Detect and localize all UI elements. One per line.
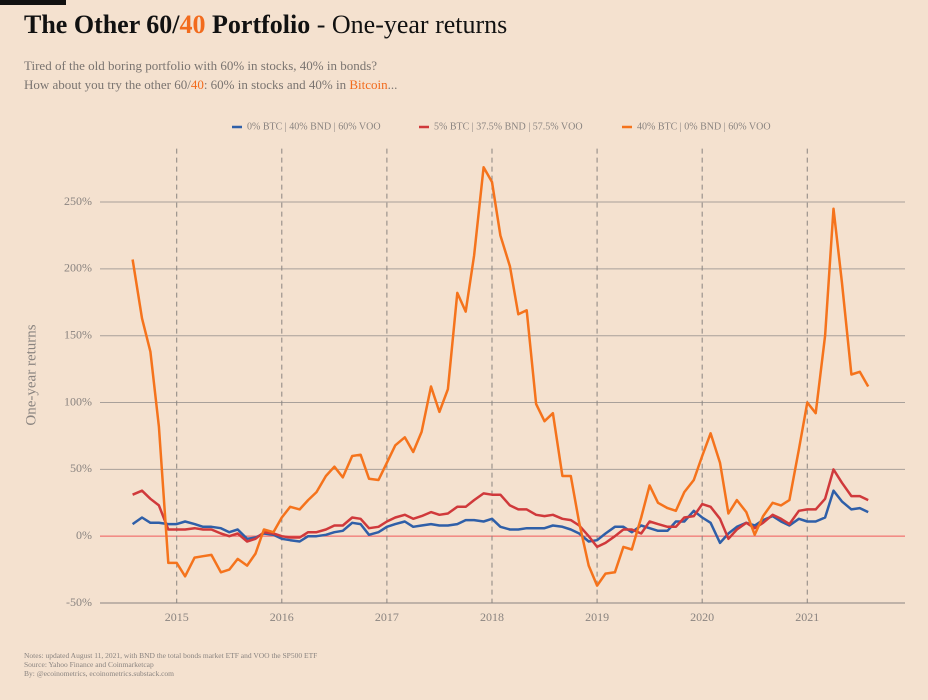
subtitle-part: How about you try the other 60/ bbox=[24, 77, 191, 92]
series-line bbox=[131, 489, 869, 545]
y-axis-label: One-year returns bbox=[23, 324, 39, 425]
y-tick-label: 200% bbox=[64, 261, 92, 275]
subtitle-part: 40 bbox=[190, 77, 204, 92]
title-part: Portfolio bbox=[205, 10, 311, 39]
x-tick-label: 2020 bbox=[690, 610, 714, 624]
series-line bbox=[132, 468, 869, 549]
y-tick-label: 100% bbox=[64, 394, 92, 408]
x-tick-label: 2016 bbox=[270, 610, 294, 624]
x-tick-label: 2018 bbox=[480, 610, 504, 624]
subtitle: Tired of the old boring portfolio with 6… bbox=[24, 58, 378, 73]
note: Source: Yahoo Finance and Coinmarketcap bbox=[24, 660, 154, 669]
x-tick-label: 2019 bbox=[585, 610, 609, 624]
subtitle: How about you try the other 60/40: 60% i… bbox=[24, 77, 397, 93]
y-tick-label: -50% bbox=[66, 595, 92, 609]
title-part: 40 bbox=[179, 10, 206, 39]
x-tick-label: 2021 bbox=[795, 610, 819, 624]
subtitle-part: : 60% in stocks and 40% in bbox=[203, 77, 350, 92]
legend-label: 5% BTC | 37.5% BND | 57.5% VOO bbox=[434, 121, 583, 132]
y-tick-label: 250% bbox=[64, 194, 92, 208]
note: Notes: updated August 11, 2021, with BND… bbox=[24, 651, 318, 660]
series-line bbox=[131, 166, 870, 587]
legend-label: 0% BTC | 40% BND | 60% VOO bbox=[247, 121, 381, 132]
legend-label: 40% BTC | 0% BND | 60% VOO bbox=[637, 121, 771, 132]
note: By: @ecoinometrics, ecoinometrics.substa… bbox=[24, 669, 174, 678]
y-tick-label: 0% bbox=[76, 528, 92, 542]
title-suffix: - One-year returns bbox=[310, 10, 508, 39]
y-tick-label: 50% bbox=[70, 461, 92, 475]
title: The Other 60/40 Portfolio - One-year ret… bbox=[24, 10, 507, 40]
top-bar bbox=[0, 0, 66, 5]
title-part: The Other 60/ bbox=[24, 10, 180, 39]
subtitle-part: ... bbox=[387, 77, 398, 92]
y-tick-label: 150% bbox=[64, 327, 92, 341]
subtitle-part: Bitcoin bbox=[349, 77, 388, 92]
x-tick-label: 2015 bbox=[165, 610, 189, 624]
x-tick-label: 2017 bbox=[375, 610, 399, 624]
